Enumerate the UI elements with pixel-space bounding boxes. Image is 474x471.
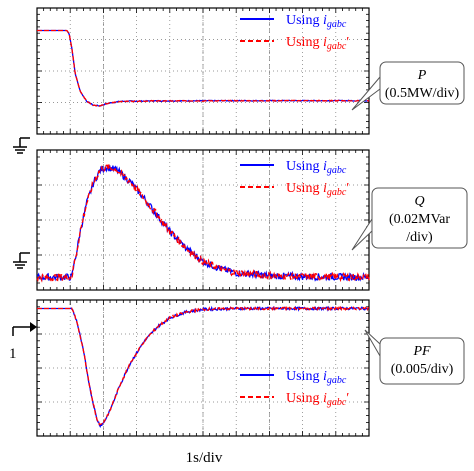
legend-label: Using igabc	[286, 13, 347, 30]
marker-arrow-head	[30, 322, 37, 332]
ground-icon	[13, 252, 30, 269]
legend-prime: ′	[346, 391, 349, 406]
ground-icon	[13, 137, 30, 154]
callout-scale: (0.005/div)	[391, 362, 454, 377]
callout-scale: (0.5MW/div)	[385, 86, 460, 101]
legend-label: Using igabc′	[286, 181, 349, 198]
legend-subscript: gabc	[327, 165, 347, 176]
legend-symbol: i	[323, 13, 327, 28]
legend-using-word: Using	[286, 13, 323, 28]
series-line-using-igabc-prime	[36, 163, 370, 283]
legend-symbol: i	[323, 35, 327, 50]
pf-unity-marker-label: 1	[9, 346, 17, 362]
legend-symbol: i	[323, 159, 327, 174]
legend-subscript: gabc	[327, 375, 347, 386]
callout-scale: (0.02MVar	[389, 212, 450, 227]
legend-subscript: gabc	[327, 41, 347, 52]
legend-prime: ′	[346, 181, 349, 196]
legend-using-word: Using	[286, 159, 323, 174]
legend-subscript: gabc	[327, 397, 347, 408]
series-line-using-igabc-prime	[37, 305, 370, 426]
callout-box	[379, 61, 465, 105]
legend-prime: ′	[346, 35, 349, 50]
legend-label: Using igabc	[286, 369, 347, 386]
legend-symbol: i	[323, 181, 327, 196]
callout-box	[379, 337, 465, 385]
callout-box	[371, 187, 468, 249]
x-axis-label: 1s/div	[186, 450, 223, 466]
legend-label: Using igabc	[286, 159, 347, 176]
legend-using-word: Using	[286, 35, 323, 50]
legend-label: Using igabc′	[286, 391, 349, 408]
callout-pointer	[364, 329, 381, 357]
callout-pointer	[351, 76, 381, 111]
callout-signal-name: Q	[414, 194, 424, 209]
legend-symbol: i	[323, 369, 327, 384]
callout-signal-name: PF	[412, 344, 431, 359]
callout-pointer	[351, 218, 373, 251]
callout-signal-name: P	[417, 68, 427, 83]
legend-subscript: gabc	[327, 19, 347, 30]
legend-subscript: gabc	[327, 187, 347, 198]
legend-using-word: Using	[286, 181, 323, 196]
legend-using-word: Using	[286, 391, 323, 406]
legend-using-word: Using	[286, 369, 323, 384]
legend-label: Using igabc′	[286, 35, 349, 52]
callout-scale-cont: /div)	[406, 230, 433, 245]
series-line-using-igabc-prime	[37, 29, 370, 108]
level-marker-arrow-icon	[12, 322, 37, 336]
legend-symbol: i	[323, 391, 327, 406]
